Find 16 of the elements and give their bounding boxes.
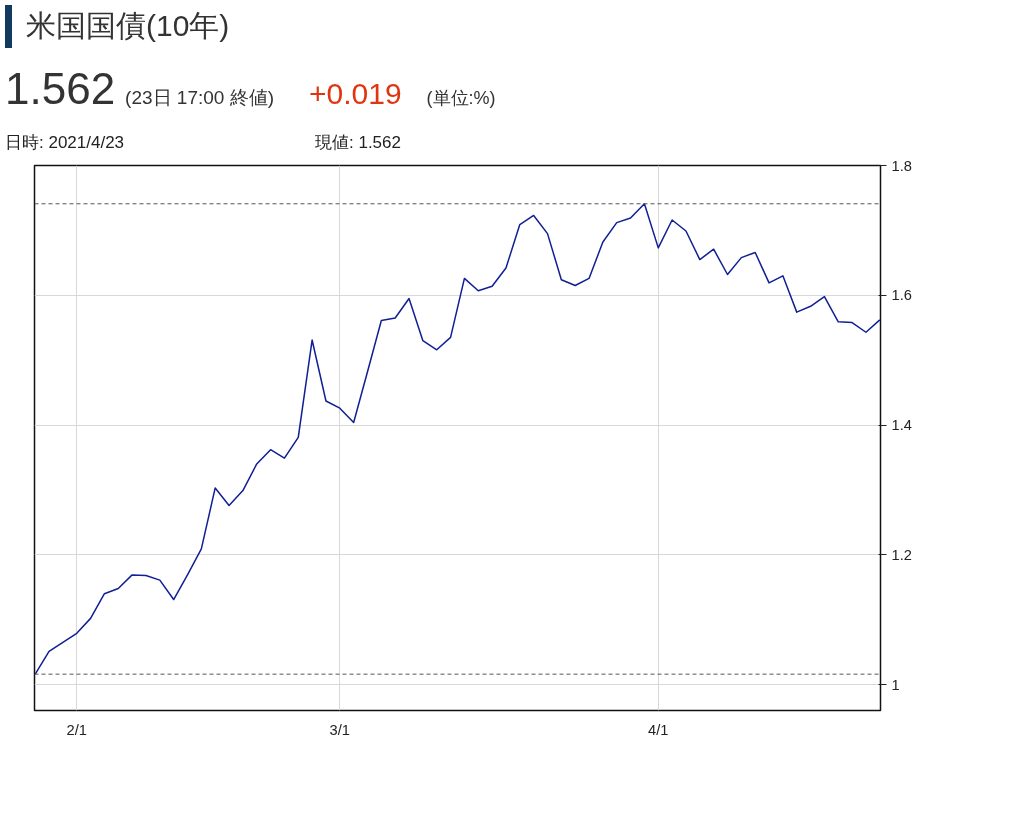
chart-title: 米国国債(10年) <box>26 8 230 44</box>
y-tick-label: 1 <box>891 676 900 693</box>
x-tick-label: 3/1 <box>329 721 350 738</box>
line-series <box>34 203 881 675</box>
y-tick-label: 1.8 <box>891 157 912 174</box>
text: 日時: 2021/4/23 <box>5 131 125 154</box>
x-tick-label: 2/1 <box>66 721 87 738</box>
y-tick-label: 1.2 <box>891 546 912 563</box>
y-tick-label: 1.6 <box>891 287 912 304</box>
text: 1.562 <box>5 62 116 115</box>
text: +0.019 <box>309 75 402 112</box>
text: (単位:%) <box>426 86 496 110</box>
y-tick-label: 1.4 <box>891 416 912 433</box>
text: (23日 17:00 終値) <box>125 85 275 110</box>
x-tick-label: 4/1 <box>648 721 669 738</box>
text: 現値: 1.562 <box>315 131 401 154</box>
